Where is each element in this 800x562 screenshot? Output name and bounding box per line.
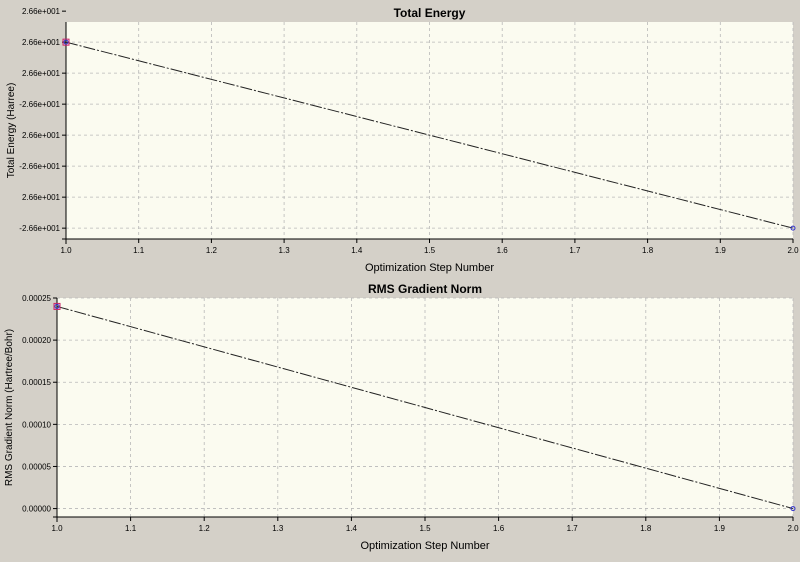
total-energy-data-point[interactable] — [63, 39, 69, 45]
rms-gradient-x-tick-label: 1.0 — [51, 524, 63, 533]
rms-gradient-y-tick-label: 0.00020 — [22, 336, 51, 345]
total-energy-title: Total Energy — [394, 6, 466, 20]
total-energy-x-tick-label: 1.0 — [60, 246, 72, 255]
total-energy-point-highlight — [62, 38, 70, 46]
rms-gradient-y-tick-label: 0.00025 — [22, 294, 51, 303]
rms-gradient-y-tick-label: 0.00015 — [22, 378, 51, 387]
rms-gradient-y-tick-label: 0.00010 — [22, 420, 51, 429]
rms-gradient-data-point[interactable] — [790, 506, 796, 512]
rms-gradient-series-line — [56, 305, 794, 510]
rms-gradient-y-tick-label: 0.00005 — [22, 462, 51, 471]
total-energy-y-tick-label: 2.66e+001 — [22, 131, 61, 140]
total-energy-y-tick-label: 2.66e+001 — [22, 7, 61, 16]
rms-gradient-x-axis-label: Optimization Step Number — [361, 540, 490, 552]
total-energy-y-tick-label: 2.66e+001 — [22, 38, 61, 47]
total-energy-y-tick-label: -2.66e+001 — [19, 162, 60, 171]
total-energy-x-tick-label: 1.2 — [206, 246, 218, 255]
rms-gradient-x-tick-label: 1.3 — [272, 524, 284, 533]
rms-gradient-x-tick-label: 1.6 — [493, 524, 505, 533]
total-energy-x-tick-label: 1.5 — [424, 246, 436, 255]
total-energy-y-tick-label: 2.66e+001 — [22, 69, 61, 78]
total-energy-y-axis-label: Total Energy (Harree) — [6, 83, 17, 179]
rms-gradient-x-tick-label: 1.7 — [567, 524, 579, 533]
total-energy-x-tick-label: 1.1 — [133, 246, 145, 255]
rms-gradient-chart: 1.0 1.1 1.2 1.3 1.4 1.5 1.6 1.7 1.8 1.9 2.0 0.0000… — [4, 282, 799, 552]
total-energy-x-axis-label: Optimization Step Number — [365, 262, 494, 274]
total-energy-x-tick-label: 1.6 — [497, 246, 509, 255]
rms-gradient-x-tick-label: 2.0 — [787, 524, 799, 533]
total-energy-x-tick-label: 1.7 — [569, 246, 581, 255]
total-energy-series-line — [65, 41, 794, 229]
total-energy-data-point[interactable] — [790, 225, 796, 231]
rms-gradient-x-tick-label: 1.9 — [714, 524, 726, 533]
total-energy-y-tick-label: -2.66e+001 — [19, 224, 60, 233]
rms-gradient-x-tick-label: 1.5 — [419, 524, 431, 533]
total-energy-x-tick-label: 1.3 — [279, 246, 291, 255]
rms-gradient-x-tick-label: 1.2 — [199, 524, 211, 533]
rms-gradient-y-tick-label: 0.00000 — [22, 505, 51, 514]
total-energy-x-tick-label: 2.0 — [787, 246, 799, 255]
total-energy-x-tick-label: 1.9 — [715, 246, 727, 255]
total-energy-y-tick-label: -2.66e+001 — [19, 100, 60, 109]
total-energy-y-tick-label: 2.66e+001 — [22, 193, 61, 202]
rms-gradient-x-tick-label: 1.8 — [640, 524, 652, 533]
rms-gradient-point-highlight — [53, 302, 61, 310]
total-energy-x-tick-label: 1.8 — [642, 246, 654, 255]
rms-gradient-y-axis-label: RMS Gradient Norm (Hartree/Bohr) — [4, 329, 15, 486]
total-energy-chart: 1.0 1.1 1.2 1.3 1.4 1.5 1.6 1.7 1.8 1.9 2.0 -2.66e… — [6, 6, 799, 274]
rms-gradient-x-tick-label: 1.4 — [346, 524, 358, 533]
rms-gradient-x-tick-label: 1.1 — [125, 524, 137, 533]
rms-gradient-data-point[interactable] — [54, 303, 60, 309]
rms-gradient-title: RMS Gradient Norm — [368, 282, 482, 296]
total-energy-x-tick-label: 1.4 — [351, 246, 363, 255]
